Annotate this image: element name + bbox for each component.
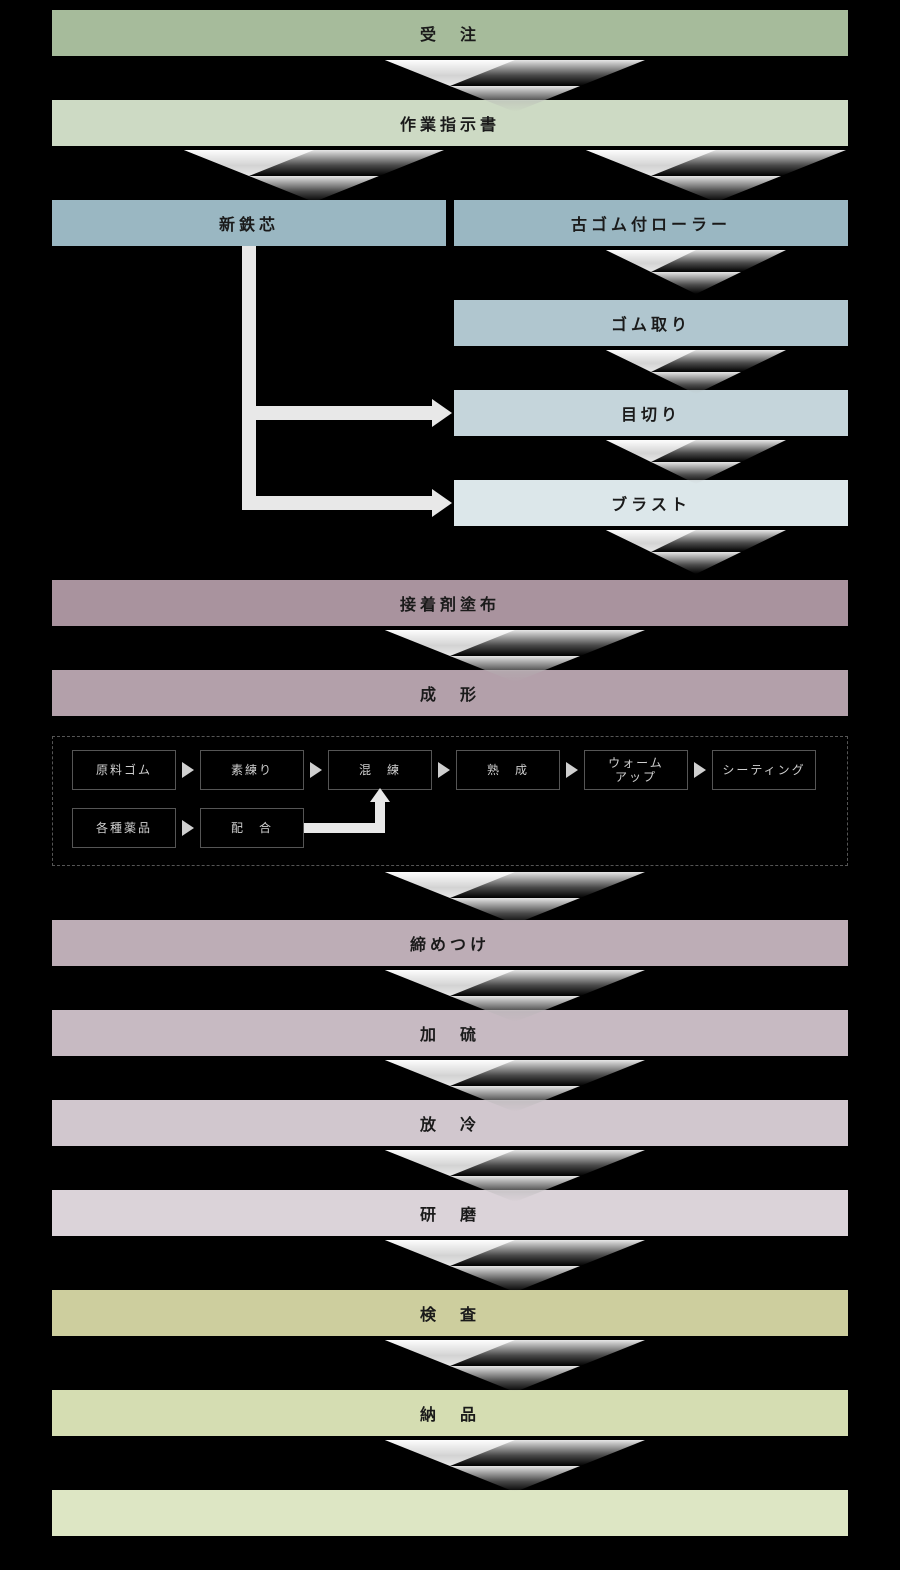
connector-horizontal [242, 496, 432, 510]
sub-connector-v [375, 800, 385, 833]
arrowhead-right [432, 489, 452, 517]
substep-s6: シーティング [712, 750, 816, 790]
step-b14: 納 品 [52, 1390, 848, 1436]
step-b12: 研 磨 [52, 1190, 848, 1236]
step-b9: 締めつけ [52, 920, 848, 966]
flowchart-canvas: 受 注作業指示書新鉄芯古ゴム付ローラーゴム取り目切りブラスト接着剤塗布成 形締め… [0, 0, 900, 1570]
connector-horizontal [242, 406, 432, 420]
mini-arrow-right [182, 762, 194, 778]
step-b10: 加 硫 [52, 1010, 848, 1056]
step-b11: 放 冷 [52, 1100, 848, 1146]
step-b8: 成 形 [52, 670, 848, 716]
sub-arrowhead-up [370, 788, 390, 802]
step-b6: ブラスト [454, 480, 848, 526]
mini-arrow-right [182, 820, 194, 836]
step-b3l: 新鉄芯 [52, 200, 446, 246]
connector-vertical [242, 246, 256, 510]
arrowhead-right [432, 399, 452, 427]
substep-s3: 混 練 [328, 750, 432, 790]
substep-s7: 各種薬品 [72, 808, 176, 848]
step-b7: 接着剤塗布 [52, 580, 848, 626]
substep-s8: 配 合 [200, 808, 304, 848]
substep-s2: 素練り [200, 750, 304, 790]
step-b5: 目切り [454, 390, 848, 436]
step-b13: 検 査 [52, 1290, 848, 1336]
step-b15 [52, 1490, 848, 1536]
step-b3r: 古ゴム付ローラー [454, 200, 848, 246]
substep-s5: ウォームアップ [584, 750, 688, 790]
substep-s1: 原料ゴム [72, 750, 176, 790]
step-b4: ゴム取り [454, 300, 848, 346]
sub-connector-h [304, 823, 385, 833]
step-b2: 作業指示書 [52, 100, 848, 146]
mini-arrow-right [310, 762, 322, 778]
substep-s4: 熟 成 [456, 750, 560, 790]
mini-arrow-right [694, 762, 706, 778]
step-b1: 受 注 [52, 10, 848, 56]
mini-arrow-right [438, 762, 450, 778]
mini-arrow-right [566, 762, 578, 778]
